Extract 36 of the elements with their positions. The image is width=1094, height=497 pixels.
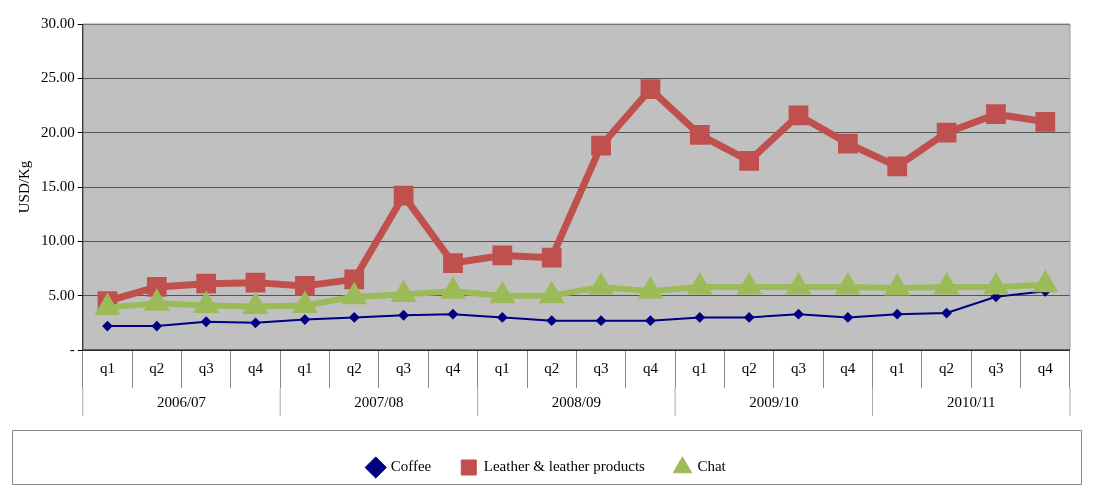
x-tick-label: q2 — [149, 359, 165, 376]
legend-label: Coffee — [390, 458, 432, 475]
x-tick-label: q4 — [1037, 359, 1054, 376]
y-tick-label: 10.00 — [41, 232, 75, 249]
x-tick-label: q4 — [840, 359, 856, 376]
text: 2010/11 — [946, 393, 996, 410]
x-tick-label: q1 — [297, 359, 313, 376]
x-tick-label: q2 — [741, 359, 757, 376]
x-tick-label: q2 — [544, 359, 560, 376]
y-tick-label: 25.00 — [41, 69, 75, 86]
text: 2008/09 — [551, 393, 601, 410]
x-tick-label: q1 — [99, 359, 115, 376]
y-tick-label: - — [69, 340, 75, 357]
x-tick-label: q1 — [494, 359, 510, 376]
x-tick-label: q1 — [889, 359, 905, 376]
x-tick-label: q3 — [593, 359, 609, 376]
x-tick-label: q1 — [692, 359, 708, 376]
legend-label: Leather & leather products — [483, 458, 646, 475]
y-tick-label: 5.00 — [48, 286, 75, 303]
x-tick-label: q2 — [939, 359, 955, 376]
y-tick-label: 30.00 — [41, 14, 75, 31]
legend-label: Chat — [697, 458, 727, 475]
x-tick-label: q4 — [445, 359, 461, 376]
x-tick-label: q3 — [988, 359, 1004, 376]
x-tick-label: q2 — [346, 359, 362, 376]
x-tick-label: q3 — [396, 359, 412, 376]
y-tick-label: 20.00 — [41, 123, 75, 140]
text: 2006/07 — [156, 393, 207, 410]
x-tick-label: q3 — [198, 359, 214, 376]
y-tick-label: 15.00 — [41, 177, 75, 194]
x-tick-label: q3 — [791, 359, 807, 376]
x-tick-label: q4 — [642, 359, 659, 376]
text: 2007/08 — [354, 393, 404, 410]
x-tick-label: q4 — [248, 359, 264, 376]
y-axis-title: USD/Kg — [15, 160, 32, 214]
text: 2009/10 — [749, 393, 799, 410]
